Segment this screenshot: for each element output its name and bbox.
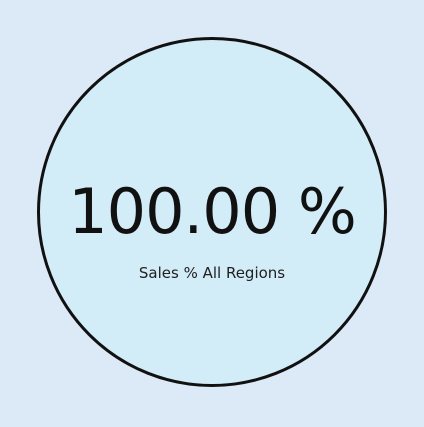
kpi-value: 100.00 % (68, 175, 357, 248)
kpi-label: Sales % All Regions (138, 264, 286, 282)
kpi-circle: 100.00 % Sales % All Regions (37, 37, 387, 387)
